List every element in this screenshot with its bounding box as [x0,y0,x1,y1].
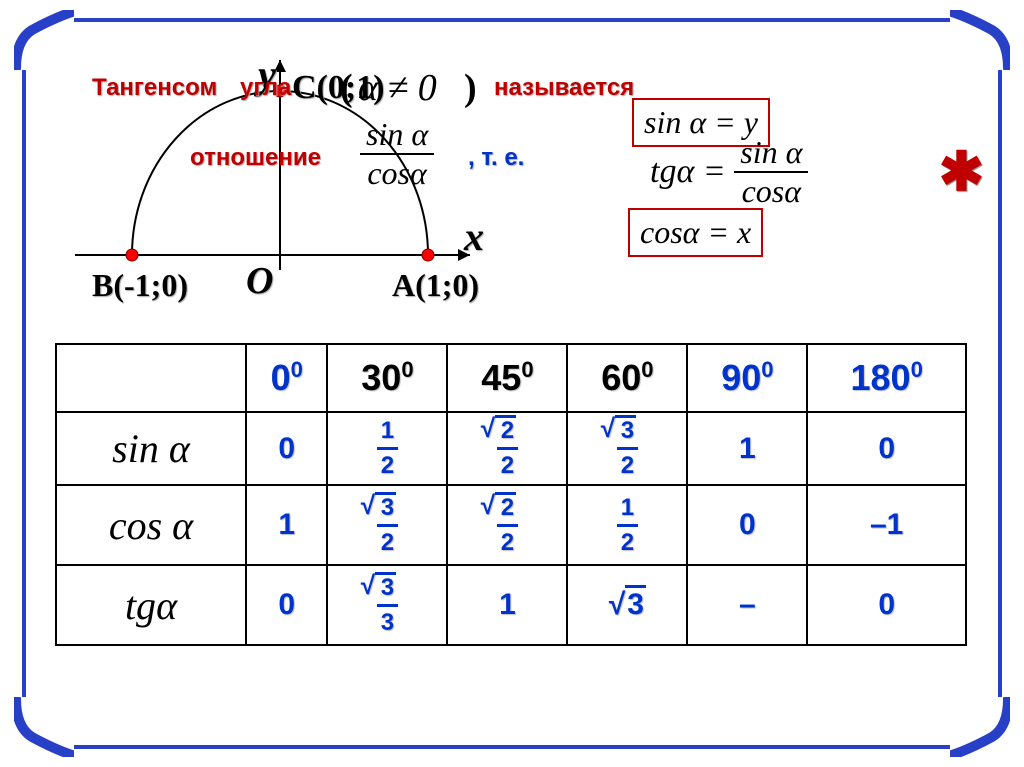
table-cell: 3√2 [327,485,447,565]
table-cell: 12 [327,412,447,485]
table-cell: 0 [687,485,807,565]
row-label: sin α [56,412,246,485]
def-te: , т. е. [468,144,524,172]
def-word-ratio: отношение [190,144,321,172]
content-area: y x O C(0;1) A(1;0) B(-1;0) Тангенсом уг… [50,40,974,727]
def-ratio-fraction: sin α cosα [360,116,434,192]
trig-values-table: 00 300 450 600 900 1800 sin α0122√23√210… [55,343,967,646]
hdr-180: 1800 [807,344,966,412]
table-cell: 0 [246,565,327,645]
table-cell: 3√2 [567,412,687,485]
table-cell: 12 [567,485,687,565]
table-cell: 2√2 [447,485,567,565]
origin-label: O [246,259,273,303]
table-cell: –1 [807,485,966,565]
header-empty [56,344,246,412]
table-cell: √3 [567,565,687,645]
table-cell: 0 [807,412,966,485]
hdr-0: 00 [246,344,327,412]
def-word-called: называется [494,74,634,102]
table-cell: 0 [246,412,327,485]
row-label: cos α [56,485,246,565]
table-row: sin α0122√23√210 [56,412,966,485]
table-cell: 3√3 [327,565,447,645]
asterisk-icon: ✱ [939,140,984,203]
def-word-tangentsom: Тангенсом [92,74,217,102]
def-paren-open: ( [340,66,353,110]
table-cell: 1 [246,485,327,565]
table-row: tgα03√31√3–0 [56,565,966,645]
hdr-30: 300 [327,344,447,412]
table-cell: 2√2 [447,412,567,485]
row-label: tgα [56,565,246,645]
def-paren-close: ) [464,66,477,110]
box-cos-eq-x: cosα = x [628,208,763,257]
def-word-ugla: угла [240,74,291,102]
tg-formula: tgα = sin α cosα [650,134,808,210]
point-b-label: B(-1;0) [92,267,188,304]
hdr-90: 900 [687,344,807,412]
table-cell: – [687,565,807,645]
table-cell: 1 [447,565,567,645]
table-row: cos α13√22√2120–1 [56,485,966,565]
x-axis-label: x [464,213,484,260]
table-header-row: 00 300 450 600 900 1800 [56,344,966,412]
table-cell: 1 [687,412,807,485]
point-a-label: A(1;0) [392,267,479,304]
hdr-45: 450 [447,344,567,412]
table-cell: 0 [807,565,966,645]
def-condition: α ≠ 0 [358,66,437,110]
hdr-60: 600 [567,344,687,412]
